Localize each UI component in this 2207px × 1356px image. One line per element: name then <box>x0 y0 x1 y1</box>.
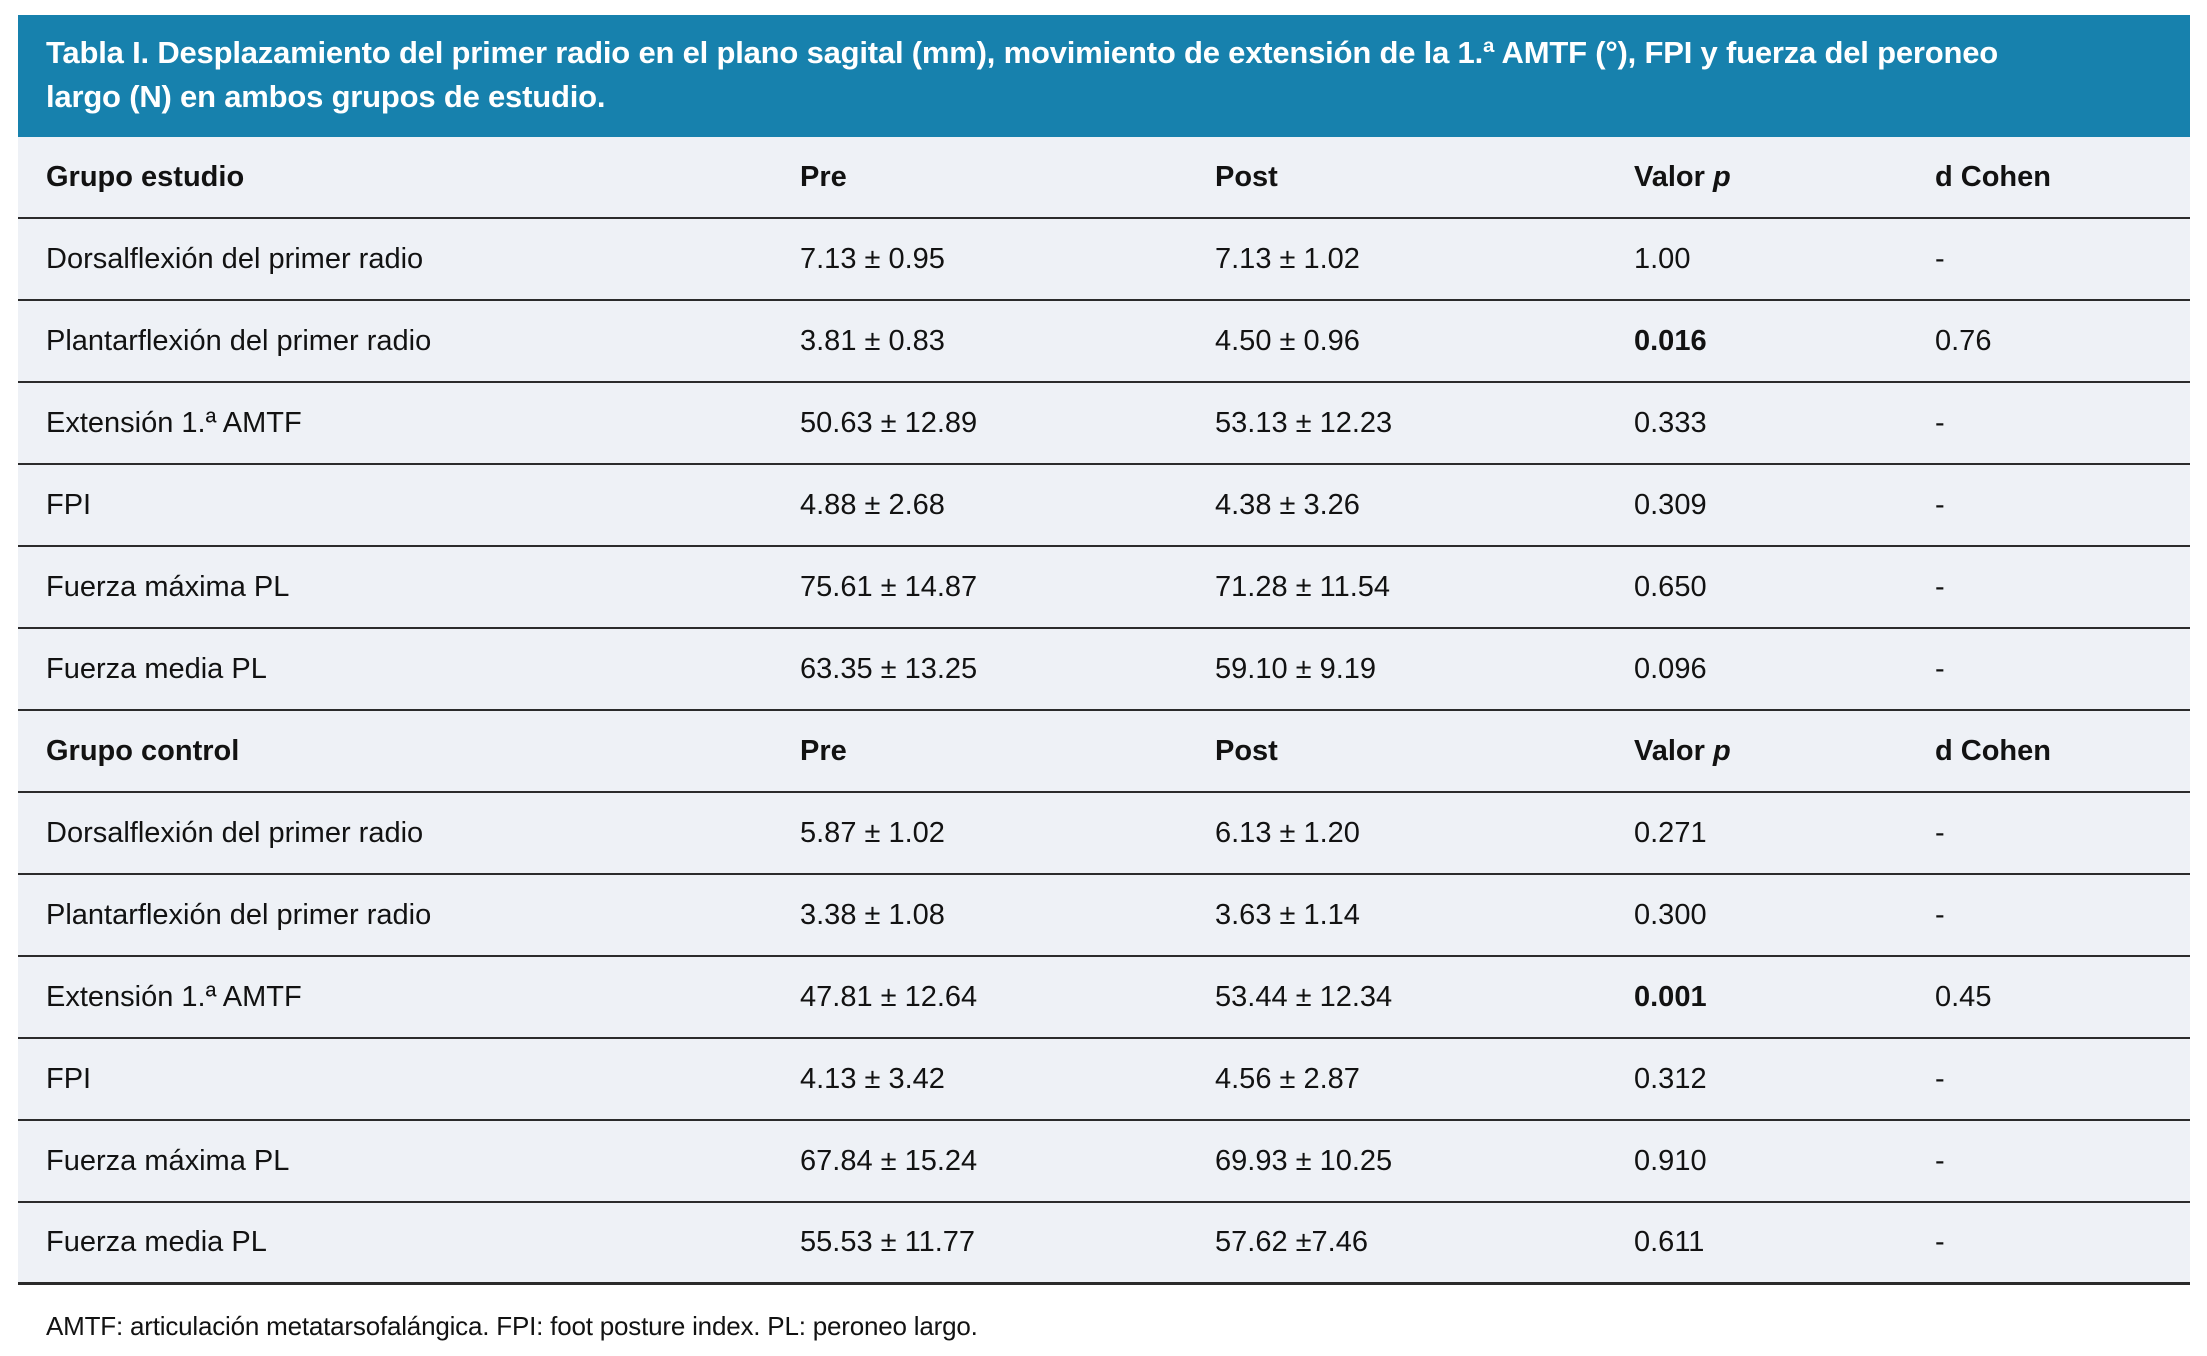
post-value: 7.13 ± 1.02 <box>1215 242 1360 275</box>
p-value: 1.00 <box>1634 242 1691 275</box>
row-label: Plantarflexión del primer radio <box>46 898 432 931</box>
row-label: Fuerza máxima PL <box>46 1144 290 1177</box>
row-label: Fuerza máxima PL <box>46 570 290 603</box>
table-row: Dorsalflexión del primer radio 5.87 ± 1.0… <box>18 793 2190 875</box>
row-label: Fuerza media PL <box>46 652 267 685</box>
pre-value: 50.63 ± 12.89 <box>800 406 978 439</box>
table-row: Fuerza máxima PL 75.61 ± 14.87 71.28 ± 11.… <box>18 547 2190 629</box>
pre-value: 3.38 ± 1.08 <box>800 898 945 931</box>
p-value: 0.096 <box>1634 652 1707 685</box>
d-cohen-value: - <box>1935 488 1945 521</box>
pre-value: 67.84 ± 15.24 <box>800 1144 978 1177</box>
d-cohen-value: - <box>1935 242 1945 275</box>
row-label: FPI <box>46 1062 92 1095</box>
pre-value: 5.87 ± 1.02 <box>800 816 945 849</box>
table-row: Extensión 1.ª AMTF 50.63 ± 12.89 53.13 ± 1… <box>18 383 2190 465</box>
p-italic-label: p <box>1713 160 1731 193</box>
column-header-valor-p: Valor p <box>1634 735 1935 768</box>
column-header-pre: Pre <box>800 734 847 767</box>
pre-value: 7.13 ± 0.95 <box>800 242 945 275</box>
row-label: Plantarflexión del primer radio <box>46 324 432 357</box>
p-value: 0.312 <box>1634 1062 1707 1095</box>
post-value: 4.56 ± 2.87 <box>1215 1062 1360 1095</box>
p-value: 0.309 <box>1634 488 1707 521</box>
table-row: Plantarflexión del primer radio 3.38 ± 1.… <box>18 875 2190 957</box>
d-cohen-value: - <box>1935 406 1945 439</box>
post-value: 4.50 ± 0.96 <box>1215 324 1360 357</box>
p-value: 0.300 <box>1634 898 1707 931</box>
group-header-label: Grupo control <box>46 734 240 767</box>
pre-value: 47.81 ± 12.64 <box>800 980 978 1013</box>
row-label: Dorsalflexión del primer radio <box>46 242 424 275</box>
p-value: 0.271 <box>1634 816 1707 849</box>
column-header-post: Post <box>1215 160 1278 193</box>
post-value: 4.38 ± 3.26 <box>1215 488 1360 521</box>
d-cohen-value: - <box>1935 816 1945 849</box>
table-row: Fuerza media PL 63.35 ± 13.25 59.10 ± 9.19… <box>18 629 2190 711</box>
table-row: FPI 4.88 ± 2.68 4.38 ± 3.26 0.309 - <box>18 465 2190 547</box>
row-label: Fuerza media PL <box>46 1226 267 1258</box>
table-row: Extensión 1.ª AMTF 47.81 ± 12.64 53.44 ± 1… <box>18 957 2190 1039</box>
pre-value: 4.88 ± 2.68 <box>800 488 945 521</box>
row-label: Extensión 1.ª AMTF <box>46 980 302 1013</box>
p-value: 0.001 <box>1634 980 1707 1013</box>
table-footnote: AMTF: articulación metatarsofalángica. F… <box>18 1285 2190 1342</box>
post-value: 57.62 ±7.46 <box>1215 1226 1368 1258</box>
post-value: 59.10 ± 9.19 <box>1215 652 1377 685</box>
d-cohen-value: 0.45 <box>1935 980 1992 1013</box>
post-value: 53.13 ± 12.23 <box>1215 406 1393 439</box>
table-row: Fuerza media PL 55.53 ± 11.77 57.62 ±7.46 0… <box>18 1203 2190 1285</box>
row-label: FPI <box>46 488 92 521</box>
post-value: 6.13 ± 1.20 <box>1215 816 1360 849</box>
valor-label: Valor <box>1634 734 1705 767</box>
table-row: Dorsalflexión del primer radio 7.13 ± 0.9… <box>18 219 2190 301</box>
pre-value: 75.61 ± 14.87 <box>800 570 978 603</box>
d-cohen-value: - <box>1935 898 1945 931</box>
p-value: 0.016 <box>1634 324 1707 357</box>
table-figure: Tabla I. Desplazamiento del primer radio… <box>18 15 2190 1342</box>
d-cohen-value: - <box>1935 1226 1945 1258</box>
pre-value: 55.53 ± 11.77 <box>800 1226 976 1258</box>
d-cohen-value: - <box>1935 1062 1945 1095</box>
p-value: 0.611 <box>1634 1226 1705 1258</box>
table-row: FPI 4.13 ± 3.42 4.56 ± 2.87 0.312 - <box>18 1039 2190 1121</box>
table-row: Fuerza máxima PL 67.84 ± 15.24 69.93 ± 10.… <box>18 1121 2190 1203</box>
column-header-valor-p: Valor p <box>1634 161 1935 194</box>
column-header-d-cohen: d Cohen <box>1935 160 2051 193</box>
column-header-post: Post <box>1215 734 1278 767</box>
valor-label: Valor <box>1634 160 1705 193</box>
pre-value: 3.81 ± 0.83 <box>800 324 945 357</box>
row-label: Dorsalflexión del primer radio <box>46 816 424 849</box>
pre-value: 4.13 ± 3.42 <box>800 1062 945 1095</box>
post-value: 71.28 ± 11.54 <box>1215 570 1391 603</box>
table-title-bar: Tabla I. Desplazamiento del primer radio… <box>18 15 2190 137</box>
p-value: 0.333 <box>1634 406 1707 439</box>
table-title-text: Tabla I. Desplazamiento del primer radio… <box>46 35 1998 114</box>
d-cohen-value: - <box>1935 1144 1945 1177</box>
table-row: Plantarflexión del primer radio 3.81 ± 0.… <box>18 301 2190 383</box>
column-header-pre: Pre <box>800 160 847 193</box>
p-value: 0.910 <box>1634 1144 1707 1177</box>
group-header-label: Grupo estudio <box>46 160 245 193</box>
d-cohen-value: - <box>1935 652 1945 685</box>
p-value: 0.650 <box>1634 570 1707 603</box>
post-value: 69.93 ± 10.25 <box>1215 1144 1393 1177</box>
post-value: 3.63 ± 1.14 <box>1215 898 1360 931</box>
p-italic-label: p <box>1713 734 1731 767</box>
post-value: 53.44 ± 12.34 <box>1215 980 1393 1013</box>
column-header-d-cohen: d Cohen <box>1935 734 2051 767</box>
pre-value: 63.35 ± 13.25 <box>800 652 978 685</box>
d-cohen-value: 0.76 <box>1935 324 1992 357</box>
d-cohen-value: - <box>1935 570 1945 603</box>
row-label: Extensión 1.ª AMTF <box>46 406 302 439</box>
